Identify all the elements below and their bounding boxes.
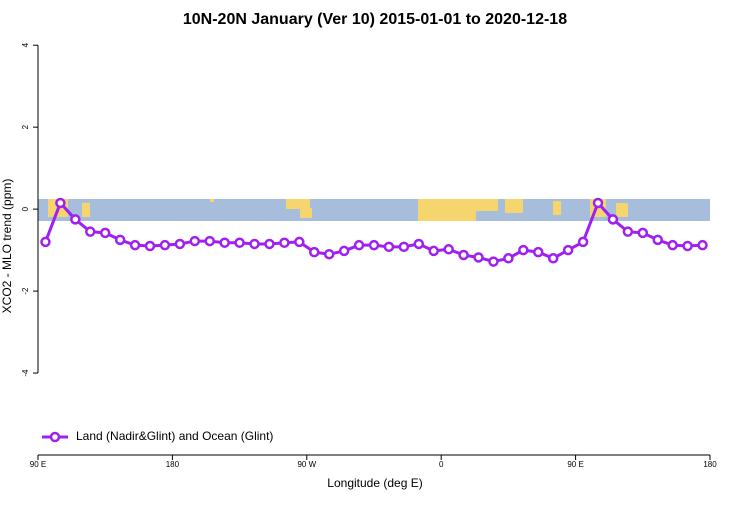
- data-point: [398, 241, 410, 253]
- data-point: [114, 234, 126, 246]
- y-tick-label: 2: [21, 124, 30, 129]
- land-patch: [616, 203, 628, 217]
- y-tick-label: -2: [21, 287, 30, 295]
- data-point: [533, 246, 544, 258]
- data-point: [249, 238, 260, 250]
- land-patch: [553, 201, 561, 215]
- land-patch: [300, 208, 312, 218]
- data-point: [55, 197, 66, 209]
- data-point: [338, 245, 350, 257]
- data-point: [503, 253, 514, 264]
- data-point: [219, 237, 230, 248]
- data-point: [264, 238, 275, 250]
- data-point: [413, 238, 425, 250]
- data-point: [473, 252, 484, 263]
- y-tick-label: 0: [21, 206, 30, 211]
- data-point: [562, 244, 574, 256]
- x-tick-label: 90 E: [567, 460, 583, 469]
- land-patch: [210, 199, 214, 202]
- x-axis-label: Longitude (deg E): [327, 476, 422, 490]
- x-tick-label: 0: [439, 460, 444, 469]
- data-point: [129, 239, 141, 251]
- data-point: [577, 236, 589, 248]
- data-point: [309, 246, 320, 258]
- data-point: [70, 214, 81, 225]
- land-patch: [286, 199, 310, 209]
- data-point: [353, 239, 365, 251]
- data-point: [204, 235, 215, 247]
- x-tick-label: 90 W: [297, 460, 316, 469]
- data-point: [174, 238, 186, 250]
- data-point: [428, 245, 439, 257]
- legend-label: Land (Nadir&Glint) and Ocean (Glint): [76, 429, 273, 443]
- land-patch: [476, 199, 498, 211]
- data-point: [667, 239, 678, 251]
- land-patch: [505, 199, 523, 213]
- data-point: [189, 235, 201, 247]
- data-point: [652, 234, 663, 246]
- data-point: [383, 241, 395, 253]
- data-point: [85, 226, 96, 237]
- data-point: [488, 256, 499, 267]
- data-point: [234, 237, 245, 248]
- data-point: [682, 240, 693, 252]
- y-tick-label: -4: [21, 369, 30, 377]
- x-tick-label: 180: [703, 460, 717, 469]
- data-point: [592, 197, 604, 209]
- x-tick-label: 90 E: [30, 460, 46, 469]
- data-point: [697, 239, 708, 251]
- data-point: [518, 244, 529, 256]
- data-point: [323, 248, 335, 260]
- data-point: [40, 236, 51, 248]
- data-point: [99, 227, 111, 239]
- legend-marker: [49, 431, 61, 443]
- x-tick-label: 180: [166, 460, 180, 469]
- land-patch: [418, 199, 476, 221]
- data-point: [637, 227, 649, 239]
- data-point: [607, 214, 619, 225]
- data-point: [547, 253, 559, 264]
- y-tick-label: 4: [21, 42, 30, 47]
- y-axis-label: XCO2 - MLO trend (ppm): [0, 179, 14, 314]
- land-patch: [82, 203, 90, 217]
- ocean-band: [38, 199, 710, 221]
- data-point: [622, 226, 634, 237]
- data-point: [279, 237, 290, 248]
- chart-title: 10N-20N January (Ver 10) 2015-01-01 to 2…: [183, 11, 567, 28]
- data-point: [458, 249, 469, 261]
- data-point: [443, 244, 454, 255]
- data-point: [159, 239, 171, 251]
- data-point: [144, 240, 156, 252]
- data-point: [368, 239, 380, 251]
- data-point: [294, 236, 305, 248]
